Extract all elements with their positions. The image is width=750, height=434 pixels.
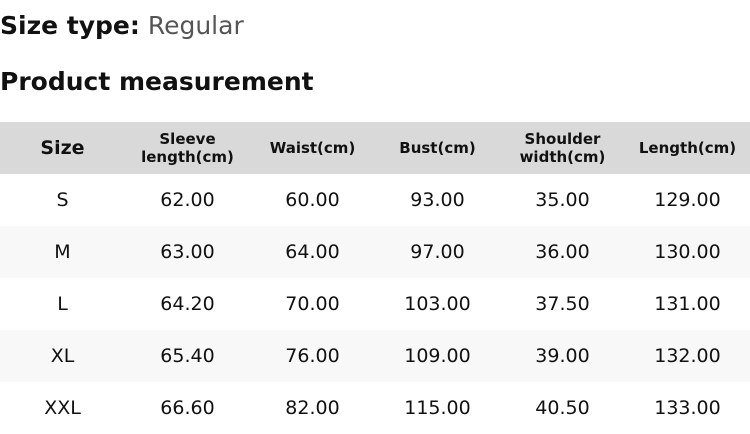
- table-cell: XL: [0, 330, 125, 382]
- table-cell: 130.00: [625, 226, 750, 278]
- table-cell: 66.60: [160, 397, 215, 419]
- table-cell: 109.00: [375, 330, 500, 382]
- table-cell: 133.00: [654, 397, 721, 419]
- table-cell: 65.40: [125, 330, 250, 382]
- column-header: Waist(cm): [250, 122, 375, 174]
- table-cell: 82.00: [285, 397, 340, 419]
- table-cell: 132.00: [625, 330, 750, 382]
- table-cell: 37.50: [535, 293, 590, 315]
- table-cell: 103.00: [404, 293, 471, 315]
- table-row: L 64.20 70.00 103.00 37.50 131.00: [0, 278, 750, 330]
- table-cell: S: [56, 189, 69, 211]
- section-title: Product measurement: [0, 67, 314, 96]
- table-cell: XXL: [44, 397, 81, 419]
- table-cell: 97.00: [375, 226, 500, 278]
- table-row: M 63.00 64.00 97.00 36.00 130.00: [0, 226, 750, 278]
- table-row: XXL 66.60 82.00 115.00 40.50 133.00: [0, 382, 750, 434]
- table-row: S 62.00 60.00 93.00 35.00 129.00: [0, 174, 750, 226]
- table-cell: M: [0, 226, 125, 278]
- column-header: Size: [0, 122, 125, 174]
- table-cell: 62.00: [160, 189, 215, 211]
- table-cell: 129.00: [654, 189, 721, 211]
- size-type-value: Regular: [147, 11, 244, 40]
- column-header: Sleeve length(cm): [125, 122, 250, 174]
- table-cell: 70.00: [285, 293, 340, 315]
- table-cell: 36.00: [500, 226, 625, 278]
- header-row: Size Sleeve length(cm) Waist(cm) Bust(cm…: [0, 122, 750, 174]
- size-type: Size type: Regular: [0, 11, 244, 40]
- table-cell: 131.00: [654, 293, 721, 315]
- table-cell: 64.00: [250, 226, 375, 278]
- table-row: XL 65.40 76.00 109.00 39.00 132.00: [0, 330, 750, 382]
- table-cell: 63.00: [125, 226, 250, 278]
- column-header: Shoulder width(cm): [500, 122, 625, 174]
- table-cell: 35.00: [535, 189, 590, 211]
- table-cell: 76.00: [250, 330, 375, 382]
- measurement-table: Size Sleeve length(cm) Waist(cm) Bust(cm…: [0, 122, 750, 434]
- table-cell: 39.00: [500, 330, 625, 382]
- column-header: Length(cm): [625, 122, 750, 174]
- size-type-label: Size type:: [0, 11, 140, 40]
- table-cell: 64.20: [160, 293, 215, 315]
- table-cell: 60.00: [285, 189, 340, 211]
- table-cell: L: [57, 293, 68, 315]
- table-cell: 40.50: [535, 397, 590, 419]
- table-cell: 93.00: [410, 189, 465, 211]
- column-header: Bust(cm): [375, 122, 500, 174]
- table-cell: 115.00: [404, 397, 471, 419]
